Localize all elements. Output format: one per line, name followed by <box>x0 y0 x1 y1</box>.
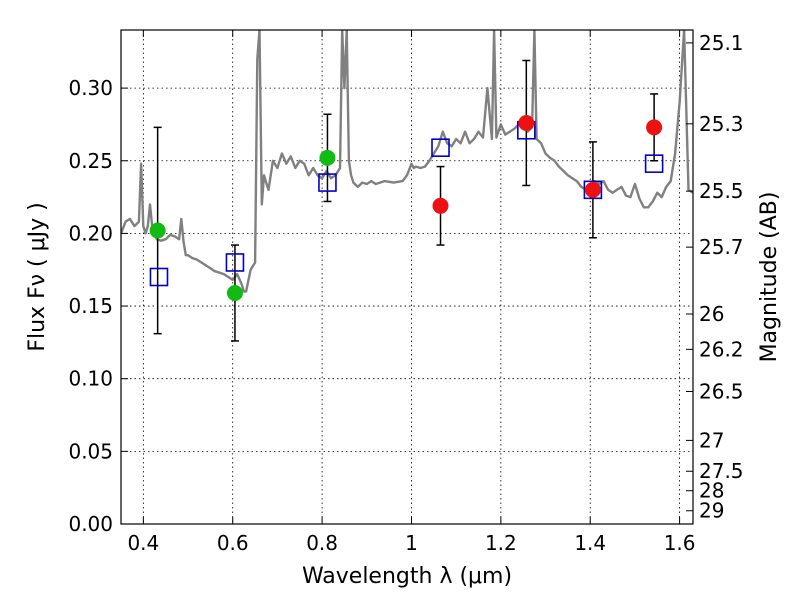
y-axis-label: Flux Fν ( μJy ) <box>25 202 50 351</box>
y-tick-label: 0.00 <box>68 512 113 536</box>
x-axis-label: Wavelength λ (μm) <box>302 564 512 589</box>
y-tick-label: 0.20 <box>68 221 113 245</box>
model-flux-square <box>583 180 603 200</box>
y2-tick-label: 29 <box>699 499 724 523</box>
y-tick-label: 0.10 <box>68 367 113 391</box>
y2-tick-label: 25.1 <box>699 31 744 55</box>
model-flux-square <box>149 267 169 287</box>
y2-axis-label: Magnitude (AB) <box>757 192 782 363</box>
y2-tick-label: 28 <box>699 479 724 503</box>
y-tick-label: 0.30 <box>68 76 113 100</box>
x-tick-label: 1 <box>405 531 418 555</box>
y2-tick-label: 27.5 <box>699 459 744 483</box>
y-tick-label: 0.25 <box>68 149 113 173</box>
plot-frame <box>120 29 694 525</box>
y-tick-label: 0.05 <box>68 439 113 463</box>
x-tick-label: 1.2 <box>485 531 517 555</box>
photometry-point <box>149 222 166 239</box>
model-flux-square <box>431 138 450 157</box>
y2-tick-label: 26.5 <box>699 379 744 403</box>
photometry-point <box>319 149 336 166</box>
y2-tick-label: 27 <box>699 428 724 452</box>
model-flux-square <box>318 173 337 192</box>
photometry-points <box>149 59 664 342</box>
photometry-point <box>226 284 243 301</box>
y2-tick-label: 26.2 <box>699 337 744 361</box>
x-tick-label: 0.6 <box>217 531 249 555</box>
photometry-point <box>432 197 449 214</box>
model-flux-square <box>225 253 245 272</box>
x-tick-label: 1.6 <box>664 531 696 555</box>
plot-area <box>121 30 693 524</box>
x-tick-label: 1.4 <box>574 531 606 555</box>
y2-tick-label: 26 <box>699 302 724 326</box>
x-tick-label: 0.4 <box>127 531 159 555</box>
photometry-point <box>584 181 601 198</box>
y2-tick-label: 25.5 <box>699 179 744 203</box>
x-tick-label: 0.8 <box>306 531 338 555</box>
photometry-point <box>646 119 663 136</box>
y-tick-label: 0.15 <box>68 294 113 318</box>
y2-tick-label: 25.7 <box>699 235 744 259</box>
y2-tick-label: 25.3 <box>699 112 744 136</box>
photometry-point <box>518 114 535 131</box>
axis-ticks: 0.4 0.6 0.8 1 1.2 1.4 1.6 0.00 0.05 0.10 0.15 0.20 0… <box>68 30 744 555</box>
model-flux-square <box>644 154 664 173</box>
